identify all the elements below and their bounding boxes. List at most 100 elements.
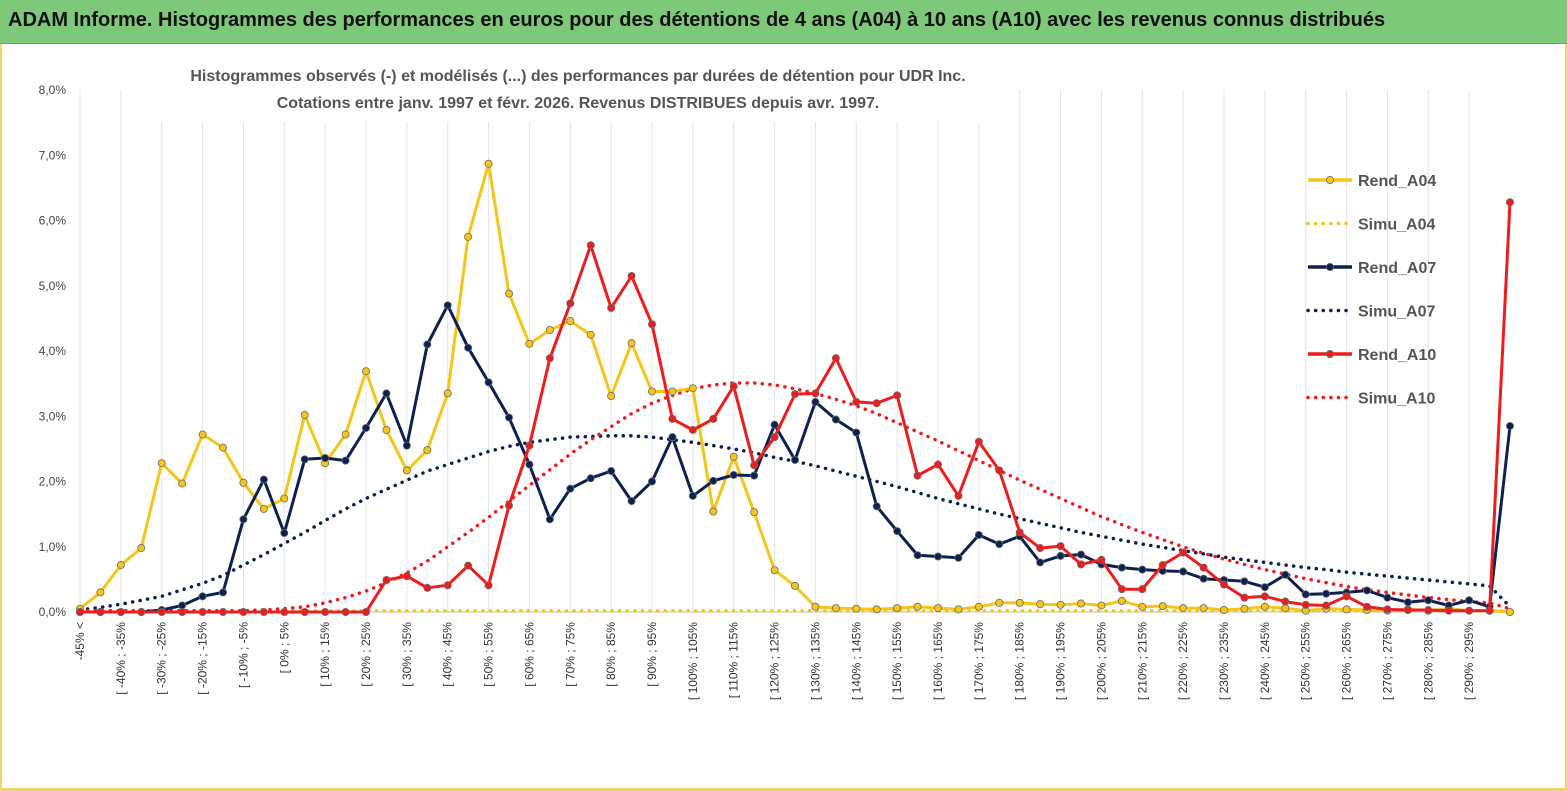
data-point [913, 551, 922, 560]
x-tick-label: -45% < [73, 622, 87, 660]
data-point [1403, 606, 1412, 615]
data-point [648, 320, 657, 329]
data-point [341, 608, 350, 617]
data-point [1015, 528, 1024, 537]
data-point [954, 605, 963, 614]
data-point [750, 461, 759, 470]
data-point [852, 428, 861, 437]
data-point [668, 387, 677, 396]
data-point [1506, 198, 1515, 207]
legend-label: Rend_A04 [1358, 173, 1436, 190]
y-tick-label: 8,0% [39, 83, 67, 97]
x-tick-label: [ 290% ; 295% [1462, 622, 1476, 700]
data-point [913, 471, 922, 480]
data-point [402, 572, 411, 581]
data-point [464, 561, 473, 570]
x-tick-label: [ 120% ; 125% [768, 622, 782, 700]
data-point [831, 354, 840, 363]
y-tick-label: 4,0% [39, 344, 67, 358]
data-point [1485, 606, 1494, 615]
data-point [545, 515, 554, 524]
x-tick-label: [ 200% ; 205% [1094, 622, 1108, 700]
data-point [1179, 548, 1188, 557]
data-point [1322, 589, 1331, 598]
y-tick-label: 0,0% [39, 605, 67, 619]
data-point [872, 399, 881, 408]
data-point [76, 608, 85, 617]
data-point [1506, 608, 1515, 617]
data-point [688, 491, 697, 500]
data-point [913, 602, 922, 611]
frame-left-border [0, 44, 2, 791]
data-point [954, 491, 963, 500]
data-point [1117, 585, 1126, 594]
data-point [300, 410, 309, 419]
legend-label: Simu_A10 [1358, 391, 1435, 408]
data-point [525, 460, 534, 469]
data-point [1138, 565, 1147, 574]
y-tick-label: 3,0% [39, 409, 67, 423]
data-point [198, 430, 207, 439]
data-point [259, 475, 268, 484]
data-point [566, 484, 575, 493]
data-point [178, 479, 187, 488]
data-point [627, 339, 636, 348]
data-point [321, 454, 330, 463]
data-point [1158, 561, 1167, 570]
data-point [382, 576, 391, 585]
data-point [729, 470, 738, 479]
data-point [1465, 606, 1474, 615]
data-point [831, 604, 840, 613]
data-point [1424, 596, 1433, 605]
data-point [607, 392, 616, 401]
x-tick-label: [ 260% ; 265% [1340, 622, 1354, 700]
data-point [1260, 592, 1269, 601]
data-point [484, 159, 493, 168]
x-tick-label: [ 170% ; 175% [972, 622, 986, 700]
x-tick-label: [ 270% ; 275% [1380, 622, 1394, 700]
data-point [484, 581, 493, 590]
x-tick-label: [ 220% ; 225% [1176, 622, 1190, 700]
chart-series [76, 159, 1515, 617]
data-point [1342, 605, 1351, 614]
data-point [709, 507, 718, 516]
legend-label: Rend_A10 [1358, 347, 1436, 364]
data-point [1056, 542, 1065, 551]
data-point [1240, 593, 1249, 602]
data-point [1403, 598, 1412, 607]
data-point [423, 583, 432, 592]
data-point [218, 608, 227, 617]
data-point [1056, 600, 1065, 609]
data-point [893, 604, 902, 613]
data-point [218, 443, 227, 452]
data-point [1383, 605, 1392, 614]
data-point [709, 476, 718, 485]
data-point [1281, 604, 1290, 613]
data-point [464, 343, 473, 352]
data-point [648, 387, 657, 396]
data-point [1363, 586, 1372, 595]
data-point [423, 446, 432, 455]
chart-title: Histogrammes observés (-) et modélisés (… [190, 68, 965, 85]
x-tick-label: [ 230% ; 235% [1217, 622, 1231, 700]
header-banner: ADAM Informe. Histogrammes des performan… [0, 0, 1567, 44]
data-point [852, 397, 861, 406]
data-point [750, 508, 759, 517]
data-point [239, 608, 248, 617]
data-point [607, 467, 616, 476]
data-point [178, 601, 187, 610]
data-point [586, 474, 595, 483]
data-point [1199, 574, 1208, 583]
x-tick-label: [ -40% ; -35% [114, 622, 128, 695]
data-point [1363, 602, 1372, 611]
data-point [791, 455, 800, 464]
data-point [280, 529, 289, 538]
series-rend-a04 [76, 159, 1515, 617]
data-point [934, 604, 943, 613]
data-point [218, 588, 227, 597]
y-axis-ticks: 0,0% 1,0% 2,0% 3,0% 4,0% 5,0% 6,0% 7,0% 8,0% [39, 83, 67, 619]
data-point [443, 301, 452, 310]
y-tick-label: 2,0% [39, 475, 67, 489]
data-point [1015, 598, 1024, 607]
x-tick-label: [ 40% ; 45% [441, 622, 455, 687]
